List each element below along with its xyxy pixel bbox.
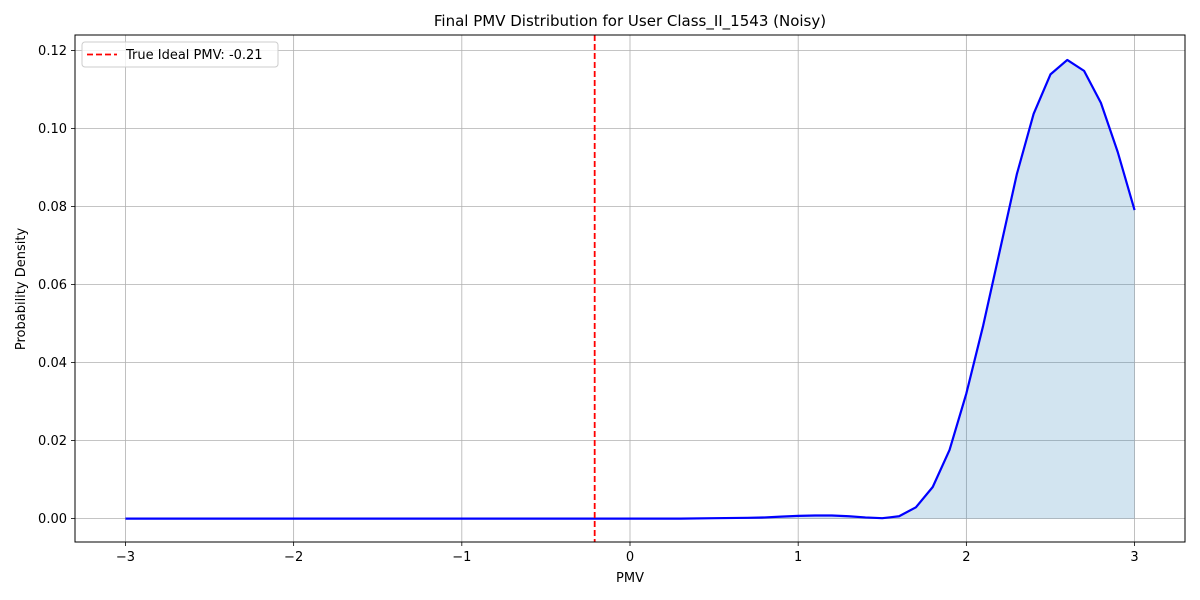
y-tick-label: 0.00	[38, 512, 67, 527]
legend-entry-label: True Ideal PMV: -0.21	[125, 48, 263, 63]
x-tick-label: 3	[1130, 550, 1138, 565]
x-tick-label: 0	[626, 550, 634, 565]
chart-title: Final PMV Distribution for User Class_II…	[434, 12, 826, 31]
grid	[75, 35, 1185, 542]
y-tick-label: 0.02	[38, 434, 67, 449]
density-fill-area	[125, 59, 1135, 519]
legend-box	[81, 41, 279, 68]
y-tick-label: 0.04	[38, 356, 67, 371]
y-tick-label: 0.12	[38, 44, 67, 59]
y-tick-label: 0.08	[38, 200, 67, 215]
x-tick-label: −1	[452, 550, 471, 565]
density-series	[125, 58, 1136, 520]
y-axis-label: Probability Density	[14, 228, 29, 351]
x-tick-label: −2	[284, 550, 303, 565]
x-tick-label: 1	[794, 550, 802, 565]
y-tick-label: 0.06	[38, 278, 67, 293]
x-axis-label: PMV	[616, 571, 644, 586]
y-tick-label: 0.10	[38, 122, 67, 137]
x-tick-label: −3	[116, 550, 135, 565]
density-fill	[125, 59, 1135, 519]
legend: True Ideal PMV: -0.21	[81, 41, 279, 68]
density-line	[125, 58, 1136, 520]
x-axis-ticks: −3 −2 −1 0 1 2 3	[116, 542, 1139, 565]
x-tick-label: 2	[962, 550, 970, 565]
y-axis-ticks: 0.00 0.02 0.04 0.06 0.08 0.10 0.12	[38, 44, 75, 527]
